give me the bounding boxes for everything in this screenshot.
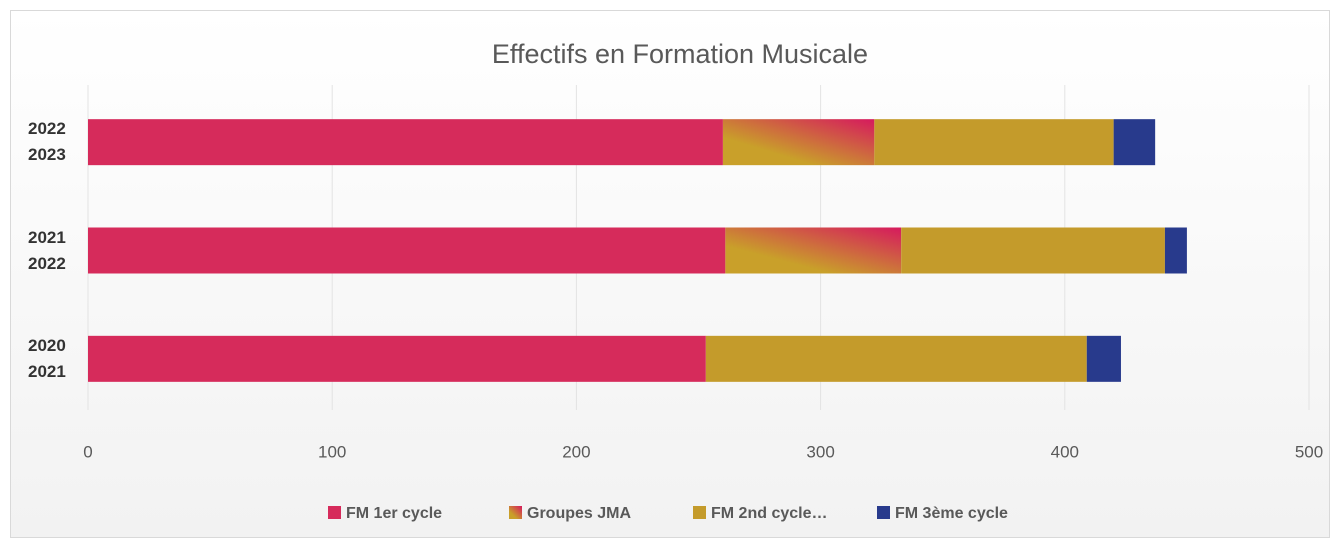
y-tick-label: 2021 2022 xyxy=(28,227,66,273)
bar-segment xyxy=(722,119,875,166)
bar-segment xyxy=(88,119,723,166)
legend-label: FM 1er cycle xyxy=(346,505,442,522)
legend-label: FM 3ème cycle xyxy=(895,505,1008,522)
legend-swatch xyxy=(693,506,706,519)
legend-swatch xyxy=(509,506,522,519)
y-tick-label: 2020 2021 xyxy=(28,335,66,381)
bar-segment xyxy=(88,335,706,382)
y-tick-label: 2022 2023 xyxy=(28,119,66,165)
x-tick-label: 200 xyxy=(562,442,590,461)
x-tick-label: 400 xyxy=(1051,442,1079,461)
x-tick-label: 0 xyxy=(83,442,92,461)
legend-label: FM 2nd cycle… xyxy=(711,505,827,522)
bar-segment xyxy=(88,227,726,274)
legend-swatch xyxy=(877,506,890,519)
legend-swatch xyxy=(328,506,341,519)
bar-segment xyxy=(874,119,1114,166)
bar-segment xyxy=(901,227,1165,274)
legend-label: Groupes JMA xyxy=(527,505,631,522)
chart-frame xyxy=(10,10,1330,538)
x-tick-label: 500 xyxy=(1295,442,1323,461)
bar-segment xyxy=(1164,227,1187,274)
bar-segment xyxy=(1086,335,1121,382)
x-tick-label: 300 xyxy=(806,442,834,461)
bar-segment xyxy=(1113,119,1156,166)
bar-segment xyxy=(725,227,902,274)
bar-segment xyxy=(705,335,1087,382)
x-tick-label: 100 xyxy=(318,442,346,461)
chart-title: Effectifs en Formation Musicale xyxy=(492,39,868,69)
